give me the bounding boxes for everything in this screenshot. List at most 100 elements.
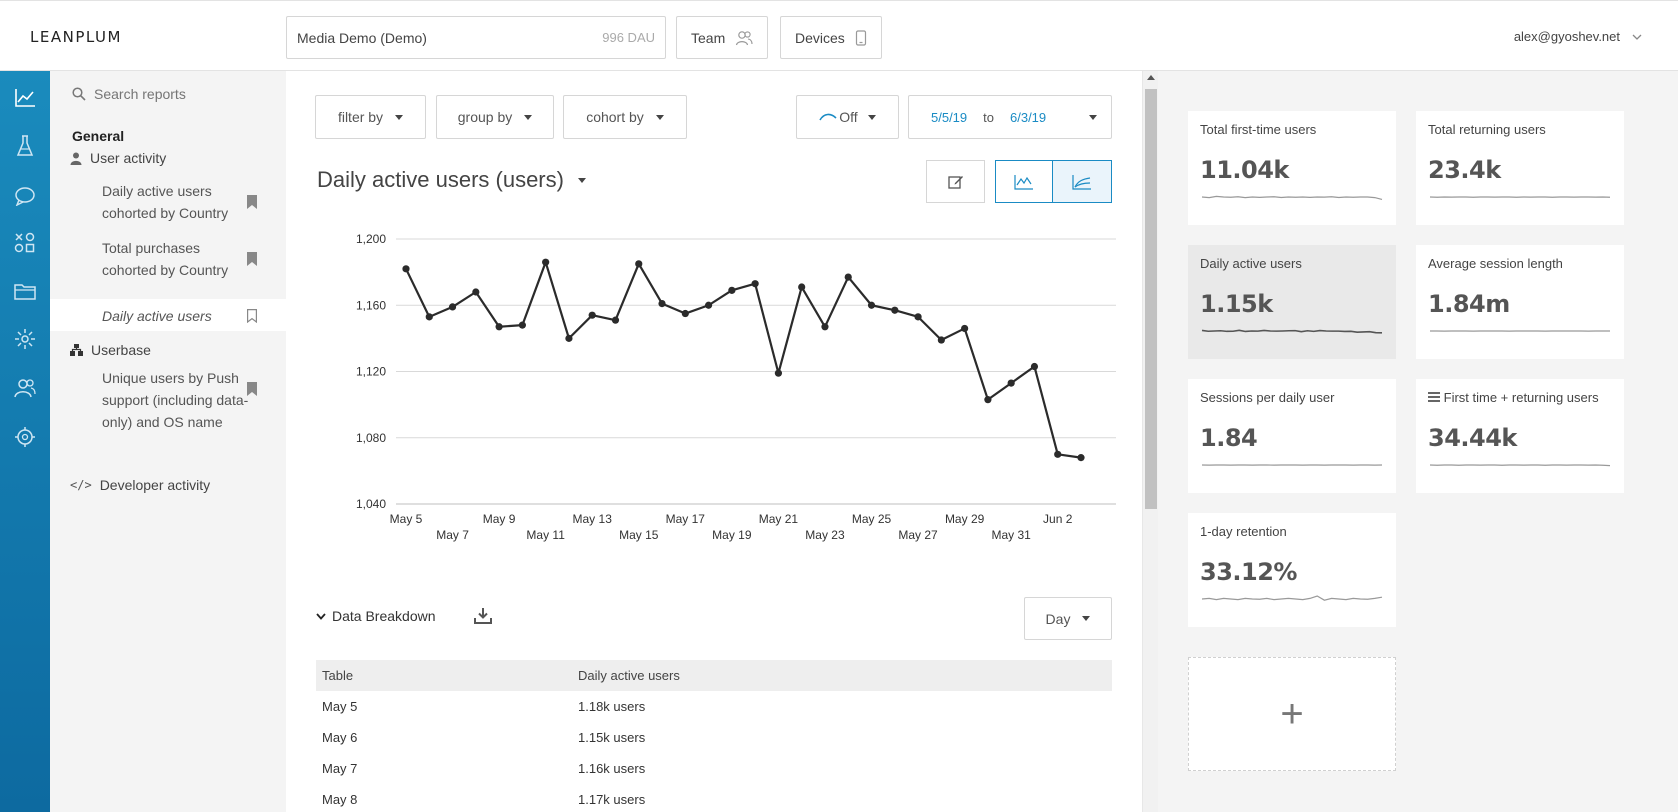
nav-item-dau[interactable]: Daily active users bbox=[102, 308, 212, 324]
metric-card-selected[interactable]: Daily active users 1.15k bbox=[1188, 245, 1396, 359]
debug-icon[interactable] bbox=[13, 425, 37, 449]
nav-active-highlight bbox=[50, 299, 286, 331]
x-tick-label: May 7 bbox=[436, 528, 469, 542]
report-search[interactable] bbox=[72, 86, 264, 102]
metric-value: 23.4k bbox=[1428, 156, 1501, 184]
user-menu[interactable]: alex@gyoshev.net bbox=[1514, 29, 1642, 44]
metric-card[interactable]: Total returning users 23.4k bbox=[1416, 111, 1624, 225]
data-point bbox=[565, 334, 573, 342]
metric-card[interactable]: Sessions per daily user 1.84 bbox=[1188, 379, 1396, 493]
metric-card[interactable]: First time + returning users 34.44k bbox=[1416, 379, 1624, 493]
nav-item-unique-push[interactable]: Unique users by Push support (including … bbox=[102, 370, 249, 430]
date-range-picker[interactable]: 5/5/19 to 6/3/19 bbox=[908, 95, 1112, 139]
metric-sparkline bbox=[1429, 464, 1611, 467]
data-point bbox=[751, 280, 759, 288]
caret-down-icon bbox=[655, 114, 664, 120]
metric-card[interactable]: Total first-time users 11.04k bbox=[1188, 111, 1396, 225]
devices-button[interactable]: Devices bbox=[780, 16, 882, 59]
bookmark-filled-icon[interactable] bbox=[247, 382, 257, 396]
scroll-thumb[interactable] bbox=[1145, 89, 1157, 509]
interval-dropdown[interactable]: Day bbox=[1024, 597, 1112, 640]
variables-icon[interactable] bbox=[13, 231, 37, 255]
metric-title-text: First time + returning users bbox=[1443, 390, 1599, 405]
date-from[interactable]: 5/5/19 bbox=[931, 109, 968, 125]
team-icon bbox=[736, 30, 753, 45]
metric-value: 34.44k bbox=[1428, 424, 1517, 452]
caret-down-icon[interactable] bbox=[1089, 114, 1097, 120]
column-header[interactable]: Daily active users bbox=[578, 668, 680, 683]
search-input[interactable] bbox=[94, 86, 264, 102]
bookmark-filled-icon[interactable] bbox=[247, 252, 257, 266]
filter-by-label: filter by bbox=[337, 109, 384, 125]
nav-group-label: Developer activity bbox=[99, 477, 211, 493]
folder-icon[interactable] bbox=[13, 279, 37, 303]
scroll-up-arrow-icon[interactable] bbox=[1147, 75, 1155, 80]
report-title-text: Daily active users (users) bbox=[317, 167, 564, 192]
download-icon[interactable] bbox=[474, 608, 492, 627]
data-point bbox=[495, 323, 503, 331]
nav-group-user-activity[interactable]: User activity bbox=[70, 150, 166, 166]
add-metric-button[interactable]: + bbox=[1188, 657, 1396, 771]
filter-by-dropdown[interactable]: filter by bbox=[315, 95, 426, 139]
team-button[interactable]: Team bbox=[676, 16, 769, 59]
data-point bbox=[891, 306, 899, 314]
metric-title: Total first-time users bbox=[1200, 122, 1317, 137]
chart-type-cumulative-button[interactable] bbox=[1052, 160, 1112, 203]
code-icon: </> bbox=[70, 478, 92, 492]
ab-test-icon[interactable] bbox=[13, 134, 37, 158]
list-icon bbox=[1428, 392, 1440, 402]
bookmark-outline-icon[interactable] bbox=[247, 309, 257, 323]
date-to[interactable]: 6/3/19 bbox=[1010, 109, 1047, 125]
data-point bbox=[1030, 362, 1039, 371]
data-point bbox=[728, 286, 736, 294]
sparkline-path bbox=[1201, 595, 1383, 601]
app-selector[interactable]: Media Demo (Demo) 996 DAU bbox=[286, 16, 666, 59]
metric-card[interactable]: 1-day retention 33.12% bbox=[1188, 513, 1396, 627]
analytics-icon[interactable] bbox=[13, 86, 37, 110]
report-main: filter by group by cohort by Off 5/5/19 … bbox=[286, 71, 1142, 812]
nav-item-purchases-country[interactable]: Total purchases cohorted by Country bbox=[102, 240, 229, 278]
search-icon bbox=[72, 87, 86, 101]
data-point bbox=[867, 301, 876, 309]
data-breakdown-toggle[interactable]: Data Breakdown bbox=[316, 608, 436, 624]
events-icon[interactable] bbox=[13, 327, 37, 351]
table-cell: 1.17k users bbox=[578, 792, 646, 807]
metric-sparkline bbox=[1201, 195, 1383, 200]
metric-sparkline bbox=[1201, 595, 1383, 601]
nav-group-userbase[interactable]: Userbase bbox=[70, 342, 151, 358]
y-tick-label: 1,160 bbox=[356, 298, 386, 312]
nav-item-dau-country[interactable]: Daily active users cohorted by Country bbox=[102, 183, 229, 221]
y-tick-label: 1,120 bbox=[356, 365, 386, 379]
data-point bbox=[844, 273, 852, 281]
users-icon[interactable] bbox=[13, 376, 37, 400]
metric-sparkline bbox=[1430, 330, 1610, 332]
sparkline-path bbox=[1201, 329, 1383, 334]
leanplum-logo[interactable]: LEANPLUM bbox=[30, 28, 122, 46]
group-by-dropdown[interactable]: group by bbox=[436, 95, 554, 139]
plus-icon: + bbox=[1280, 691, 1304, 736]
x-tick-label: May 19 bbox=[712, 528, 752, 542]
cohort-by-dropdown[interactable]: cohort by bbox=[563, 95, 687, 139]
data-point bbox=[681, 309, 689, 318]
chart-type-line-button[interactable] bbox=[995, 160, 1053, 203]
table-cell: May 6 bbox=[322, 730, 358, 745]
table-row: May 8 1.17k users bbox=[316, 784, 1112, 812]
report-title[interactable]: Daily active users (users) bbox=[317, 167, 586, 193]
nav-group-label: User activity bbox=[90, 150, 167, 166]
metric-title: Sessions per daily user bbox=[1200, 390, 1335, 405]
bookmark-filled-icon[interactable] bbox=[247, 195, 257, 209]
smoothing-dropdown[interactable]: Off bbox=[796, 95, 899, 139]
nav-group-developer-activity[interactable]: </> Developer activity bbox=[70, 477, 210, 493]
smoothing-icon bbox=[819, 113, 837, 121]
data-point bbox=[914, 313, 922, 321]
x-tick-label: May 25 bbox=[852, 512, 892, 526]
table-cell: 1.18k users bbox=[578, 699, 646, 714]
edit-report-button[interactable] bbox=[926, 160, 985, 203]
nav-group-label: Userbase bbox=[91, 342, 151, 358]
table-cell: May 7 bbox=[322, 761, 358, 776]
column-header[interactable]: Table bbox=[322, 668, 354, 683]
messaging-icon[interactable] bbox=[13, 184, 37, 208]
metric-card[interactable]: Average session length 1.84m bbox=[1416, 245, 1624, 359]
main-scrollbar[interactable] bbox=[1142, 71, 1158, 812]
user-email: alex@gyoshev.net bbox=[1513, 29, 1620, 44]
